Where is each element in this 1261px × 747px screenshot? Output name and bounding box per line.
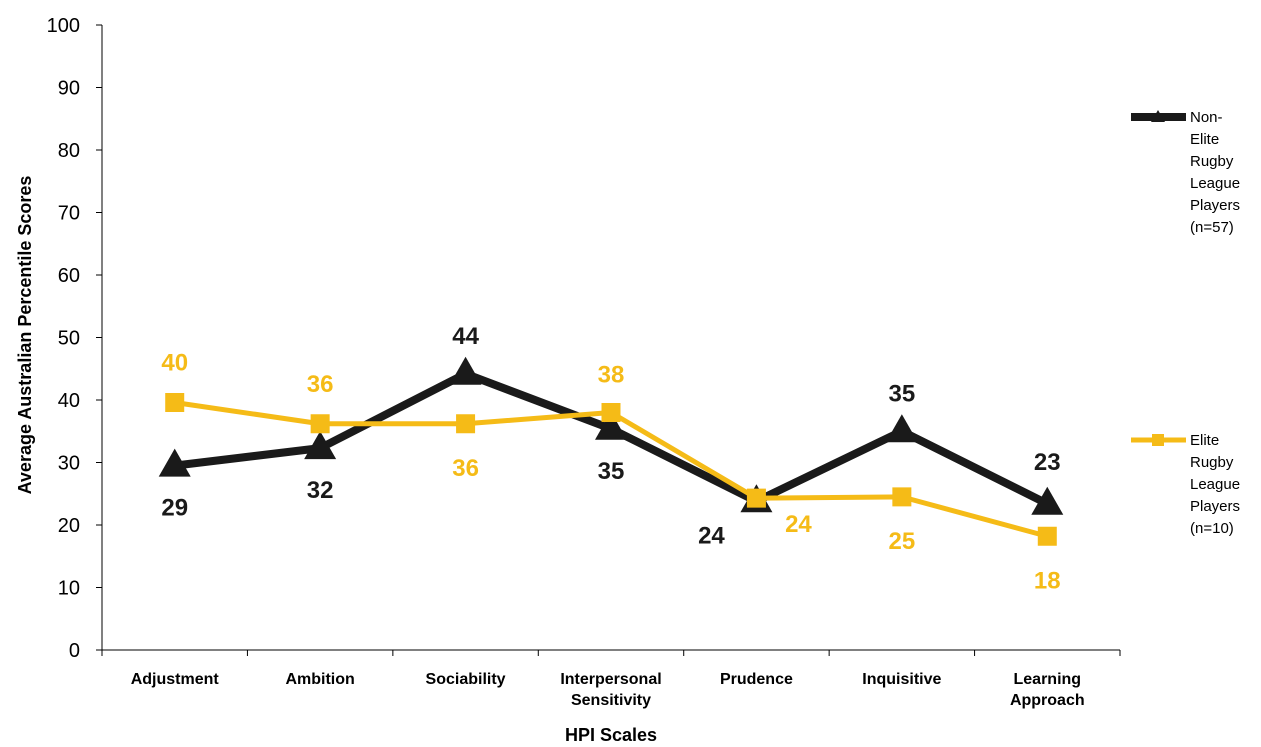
x-tick-label-line: Interpersonal — [560, 671, 661, 688]
x-tick-label-line: Sensitivity — [571, 692, 651, 709]
data-label: 18 — [1034, 567, 1061, 594]
data-label: 44 — [452, 323, 479, 350]
x-tick-label: Interpersonal Sensitivity — [560, 671, 661, 709]
x-tick-label: Adjustment — [131, 671, 220, 688]
data-label: 36 — [452, 455, 479, 482]
data-label: 38 — [598, 362, 625, 389]
legend-label-line: (n=57) — [1190, 219, 1234, 236]
square-marker — [310, 414, 330, 434]
data-label: 29 — [161, 495, 188, 522]
y-tick-label: 90 — [58, 78, 80, 100]
legend: Non- Elite Rugby League Players (n=57) Elite Ru… — [1131, 109, 1240, 537]
legend-label: Non- Elite Rugby League Players (n=57) — [1190, 109, 1240, 236]
legend-label: Elite Rugby League Players (n=10) — [1190, 432, 1240, 537]
y-tick-label: 10 — [58, 578, 80, 600]
legend-label-line: League — [1190, 175, 1240, 192]
legend-label-line: Rugby — [1190, 454, 1234, 471]
triangle-marker — [158, 448, 191, 477]
y-axis-title: Average Australian Percentile Scores — [15, 176, 35, 495]
axes — [101, 25, 1120, 651]
data-label: 24 — [698, 522, 725, 549]
series-markers — [158, 356, 1064, 546]
x-tick-label-line: Adjustment — [131, 671, 220, 688]
data-label: 24 — [785, 511, 812, 538]
series-lines — [174, 369, 1050, 539]
x-axis-ticks: Adjustment Ambition Sociability Interperson… — [101, 650, 1121, 709]
legend-square-marker — [1152, 434, 1164, 446]
y-tick-label: 20 — [58, 515, 80, 537]
square-marker — [746, 488, 766, 508]
legend-label-line: Non- — [1190, 109, 1223, 126]
y-tick-label: 50 — [58, 328, 80, 350]
square-marker — [165, 393, 185, 412]
data-label: 35 — [889, 380, 916, 407]
x-tick-label: Inquisitive — [862, 671, 941, 688]
x-axis-title: HPI Scales — [565, 725, 657, 745]
y-tick-label: 80 — [58, 140, 80, 162]
y-tick-label: 70 — [58, 203, 80, 225]
triangle-marker — [595, 411, 627, 440]
legend-label-line: League — [1190, 476, 1240, 493]
legend-label-line: Players — [1190, 197, 1240, 214]
legend-label-line: Rugby — [1190, 153, 1234, 170]
x-tick-label-line: Sociability — [426, 671, 506, 688]
x-tick-label: Prudence — [720, 671, 793, 688]
data-label: 36 — [307, 371, 334, 398]
y-tick-label: 100 — [47, 15, 80, 37]
data-labels: 29 32 44 35 24 35 23 40 36 36 38 24 25 18 — [161, 323, 1060, 595]
square-marker — [892, 487, 912, 507]
y-tick-label: 30 — [58, 453, 80, 475]
triangle-marker — [304, 431, 337, 460]
x-tick-label-line: Inquisitive — [862, 671, 941, 688]
x-tick-label-line: Approach — [1010, 692, 1085, 709]
x-tick-label: Learning Approach — [1010, 671, 1085, 709]
triangle-marker — [885, 414, 918, 443]
x-tick-label-line: Prudence — [720, 671, 793, 688]
legend-label-line: Elite — [1190, 131, 1219, 148]
triangle-marker — [449, 356, 482, 385]
square-marker — [601, 403, 621, 422]
data-label: 23 — [1034, 449, 1061, 476]
data-label: 40 — [161, 350, 188, 377]
data-label: 25 — [889, 528, 916, 555]
square-marker — [1037, 526, 1057, 546]
y-tick-label: 40 — [58, 390, 80, 412]
data-label: 32 — [307, 477, 334, 504]
y-tick-label: 0 — [69, 640, 80, 662]
y-axis-ticks: 0 10 20 30 40 50 60 70 80 90 100 — [47, 15, 102, 662]
x-tick-label: Sociability — [426, 671, 506, 688]
data-label: 35 — [598, 458, 625, 485]
legend-label-line: Players — [1190, 498, 1240, 515]
x-tick-label: Ambition — [285, 671, 354, 688]
y-tick-label: 60 — [58, 265, 80, 287]
legend-triangle-marker — [1151, 110, 1165, 122]
square-marker — [456, 414, 476, 434]
x-tick-label-line: Ambition — [285, 671, 354, 688]
triangle-marker — [1031, 486, 1064, 515]
legend-label-line: Elite — [1190, 432, 1219, 449]
legend-label-line: (n=10) — [1190, 520, 1234, 537]
x-tick-label-line: Learning — [1014, 671, 1082, 688]
